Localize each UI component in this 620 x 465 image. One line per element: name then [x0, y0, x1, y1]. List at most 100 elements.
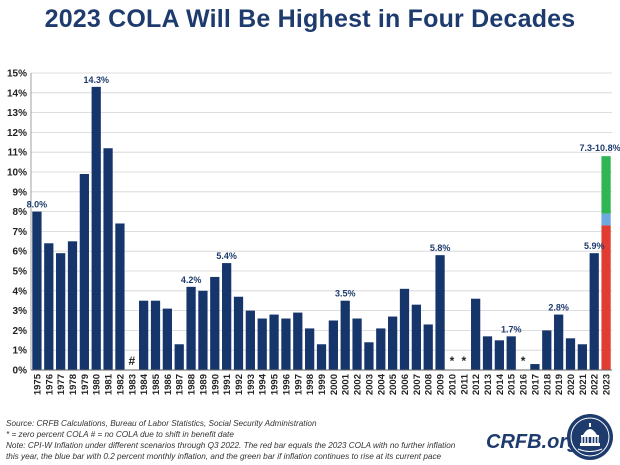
y-tick-label: 8%	[13, 207, 28, 218]
data-label-2022: 5.9%	[584, 241, 605, 251]
y-tick-label: 10%	[7, 168, 27, 179]
x-tick-label-1976: 1976	[44, 374, 55, 395]
y-tick-label: 5%	[13, 267, 28, 278]
bar-2008	[423, 324, 433, 370]
bar-1978	[67, 241, 78, 370]
x-axis: 1975 1976 1977 1978 1979 1980 1981 1982 1983 1984…	[31, 369, 613, 395]
bars	[32, 86, 611, 371]
bar-1991	[222, 263, 232, 370]
marker-1983: #	[128, 354, 135, 368]
bar-2023-segment-0	[601, 225, 611, 370]
data-label-2009: 5.8%	[430, 243, 451, 253]
x-tick-label-1983: 1983	[127, 374, 138, 395]
bar-2014	[494, 340, 504, 370]
x-tick-label-2003: 2003	[364, 374, 375, 395]
bar-1999	[316, 344, 327, 370]
bar-2004	[376, 328, 386, 370]
x-tick-label-1982: 1982	[115, 374, 126, 395]
bar-1994	[257, 318, 267, 370]
x-tick-label-1992: 1992	[234, 374, 245, 395]
footnotes: Source: CRFB Calculations, Bureau of Lab…	[6, 418, 476, 462]
x-tick-label-1985: 1985	[151, 373, 162, 395]
gridlines	[31, 72, 612, 371]
bar-1993	[245, 310, 255, 370]
x-tick-label-2000: 2000	[329, 374, 340, 395]
bar-1997	[293, 312, 303, 370]
data-labels: 8.0% 14.3% #4.2% 5.4% 3.5% 5.8% * * 1.7% * 2.8% 5.9…	[27, 75, 620, 368]
x-tick-label-2006: 2006	[400, 374, 411, 395]
x-tick-label-2019: 2019	[554, 374, 565, 395]
y-tick-label: 13%	[7, 108, 27, 119]
y-tick-label: 12%	[7, 128, 27, 139]
x-tick-label-1980: 1980	[92, 374, 103, 395]
bar-1982	[115, 223, 125, 370]
x-tick-label-1988: 1988	[187, 374, 198, 395]
x-tick-label-1978: 1978	[68, 374, 79, 395]
y-axis: 0% 1% 2% 3% 4% 5% 6% 7% 8% 9% 10% 11% 12% 13% 14% 15%	[7, 69, 32, 377]
bar-1998	[305, 328, 315, 370]
bar-1980	[91, 86, 101, 371]
bar-2023-segment-2	[601, 156, 611, 214]
bar-1987	[174, 344, 184, 370]
x-tick-label-2023: 2023	[602, 374, 613, 395]
bar-2002	[352, 318, 362, 370]
bar-1976	[44, 243, 54, 370]
bar-1979	[79, 173, 89, 370]
marker-2011: *	[461, 354, 466, 368]
x-tick-label-1989: 1989	[198, 374, 209, 395]
bar-2020	[565, 338, 576, 370]
x-tick-label-1977: 1977	[56, 374, 67, 395]
source-note: Source: CRFB Calculations, Bureau of Lab…	[6, 419, 317, 428]
x-tick-label-2010: 2010	[447, 374, 458, 395]
bar-2013	[482, 336, 493, 370]
x-tick-label-1998: 1998	[305, 374, 316, 395]
marker-2010: *	[450, 354, 455, 368]
chart-title: 2023 COLA Will Be Highest in Four Decade…	[44, 5, 576, 33]
x-tick-label-1999: 1999	[317, 374, 328, 395]
data-label-1980: 14.3%	[83, 75, 109, 85]
x-tick-label-2002: 2002	[353, 374, 364, 395]
x-tick-label-2009: 2009	[436, 374, 447, 395]
crfb-logo-text: CRFB.org	[486, 431, 580, 453]
x-tick-label-2014: 2014	[495, 373, 506, 395]
x-tick-label-1996: 1996	[281, 374, 292, 395]
bar-1995	[269, 314, 279, 370]
bar-2012	[471, 298, 481, 370]
bar-2005	[388, 316, 398, 370]
bar-2009	[435, 255, 445, 370]
x-tick-label-1994: 1994	[258, 373, 269, 395]
data-label-2019: 2.8%	[548, 303, 569, 313]
y-tick-label: 7%	[13, 227, 28, 238]
bar-2006	[399, 288, 410, 370]
bar-1975	[32, 211, 42, 370]
data-label-2023: 7.3-10.8%	[580, 143, 620, 153]
marker-2016: *	[521, 354, 526, 368]
bar-2021	[577, 344, 587, 370]
bar-2015	[506, 336, 516, 370]
data-label-1975: 8.0%	[27, 200, 48, 210]
x-tick-label-2011: 2011	[459, 373, 470, 394]
x-tick-label-2018: 2018	[542, 374, 553, 395]
x-tick-label-2020: 2020	[566, 374, 577, 395]
x-tick-label-2022: 2022	[590, 374, 601, 395]
bar-1992	[233, 296, 244, 370]
data-label-2001: 3.5%	[335, 289, 356, 299]
bar-2017	[530, 364, 540, 370]
x-tick-label-2015: 2015	[507, 373, 518, 395]
x-tick-label-1981: 1981	[104, 373, 115, 395]
bar-1986	[162, 308, 172, 370]
x-tick-label-1979: 1979	[80, 374, 91, 395]
bar-2001	[340, 300, 350, 370]
y-tick-label: 4%	[13, 286, 28, 297]
y-tick-label: 1%	[13, 346, 28, 357]
bar-1981	[103, 148, 113, 370]
bar-2018	[542, 330, 552, 370]
capitol-dome-seal-icon	[567, 414, 613, 460]
x-tick-label-1993: 1993	[246, 374, 257, 395]
y-tick-label: 15%	[7, 69, 27, 80]
data-label-1988: 4.2%	[181, 275, 202, 285]
x-tick-label-1997: 1997	[293, 374, 304, 395]
bar-2019	[554, 314, 564, 370]
legend-note: * = zero percent COLA # = no COLA due to…	[6, 430, 234, 439]
